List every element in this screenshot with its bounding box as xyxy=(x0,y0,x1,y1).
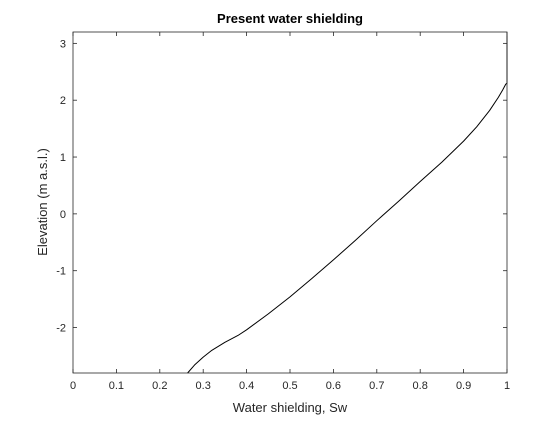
series-line xyxy=(187,32,508,374)
x-tick-label: 0 xyxy=(70,380,76,392)
y-tick-label: 1 xyxy=(60,152,66,164)
x-tick-label: 0.7 xyxy=(369,380,384,392)
x-tick-label: 0.3 xyxy=(196,380,211,392)
y-tick-label: 3 xyxy=(60,38,66,50)
x-tick-label: 0.6 xyxy=(326,380,341,392)
plot-background xyxy=(73,32,507,373)
x-tick-label: 0.4 xyxy=(239,380,254,392)
y-tick-label: -1 xyxy=(56,266,66,278)
x-tick-label: 0.8 xyxy=(413,380,428,392)
chart-title: Present water shielding xyxy=(217,11,363,26)
x-tick-label: 1 xyxy=(504,380,510,392)
series-layer xyxy=(187,32,508,374)
x-tick-label: 0.9 xyxy=(456,380,471,392)
x-tick-label: 0.5 xyxy=(282,380,297,392)
x-tick-label: 0.1 xyxy=(109,380,124,392)
tick-layer: 0 0.1 0.2 0.3 0.4 0.5 0.6 0.7 0.8 0.9 1 -2 -1 0 1 2 3 xyxy=(56,32,510,392)
x-axis-label: Water shielding, Sw xyxy=(233,400,348,415)
y-tick-label: 0 xyxy=(60,209,66,221)
axes-box xyxy=(72,31,508,374)
y-tick-label: -2 xyxy=(56,323,66,335)
x-tick-label: 0.2 xyxy=(152,380,167,392)
y-axis-label: Elevation (m a.s.l.) xyxy=(35,148,50,256)
y-tick-label: 2 xyxy=(60,95,66,107)
